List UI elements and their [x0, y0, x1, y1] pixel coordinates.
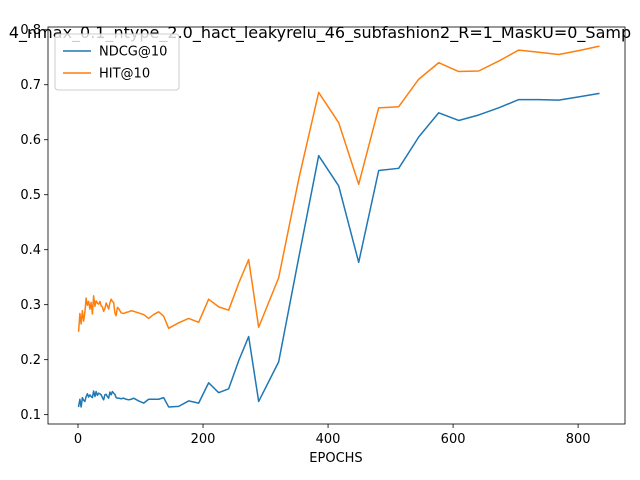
- series-line-ndcg-10: [77, 92, 600, 408]
- x-tick-label: 200: [191, 432, 216, 447]
- y-tick-label: 0.5: [20, 188, 41, 203]
- y-tick-label: 0.3: [20, 298, 41, 313]
- plot-area: [77, 45, 600, 408]
- y-tick-label: 0.1: [20, 408, 41, 423]
- x-tick-label: 800: [566, 432, 591, 447]
- y-tick-label: 0.8: [20, 23, 41, 38]
- x-axis-title: EPOCHS: [309, 451, 362, 466]
- y-tick-label: 0.2: [20, 353, 41, 368]
- y-tick-label: 0.7: [20, 78, 41, 93]
- legend-box: [54, 33, 180, 91]
- x-tick-label: 600: [441, 432, 466, 447]
- legend-label: HIT@10: [99, 67, 150, 82]
- y-tick-label: 0.6: [20, 133, 41, 148]
- legend-label: NDCG@10: [99, 45, 167, 60]
- y-tick-label: 0.4: [20, 243, 41, 258]
- axes-frame: [47, 26, 626, 425]
- axes: 0 200 400 600 800 0.1 0.2 0.3 0.4 0.5 0.6 0.7 0.8: [20, 23, 626, 447]
- legend: NDCG@10 HIT@10: [54, 33, 180, 91]
- x-tick-label: 400: [316, 432, 341, 447]
- x-tick-label: 0: [74, 432, 82, 447]
- series-line-hit-10: [77, 45, 600, 332]
